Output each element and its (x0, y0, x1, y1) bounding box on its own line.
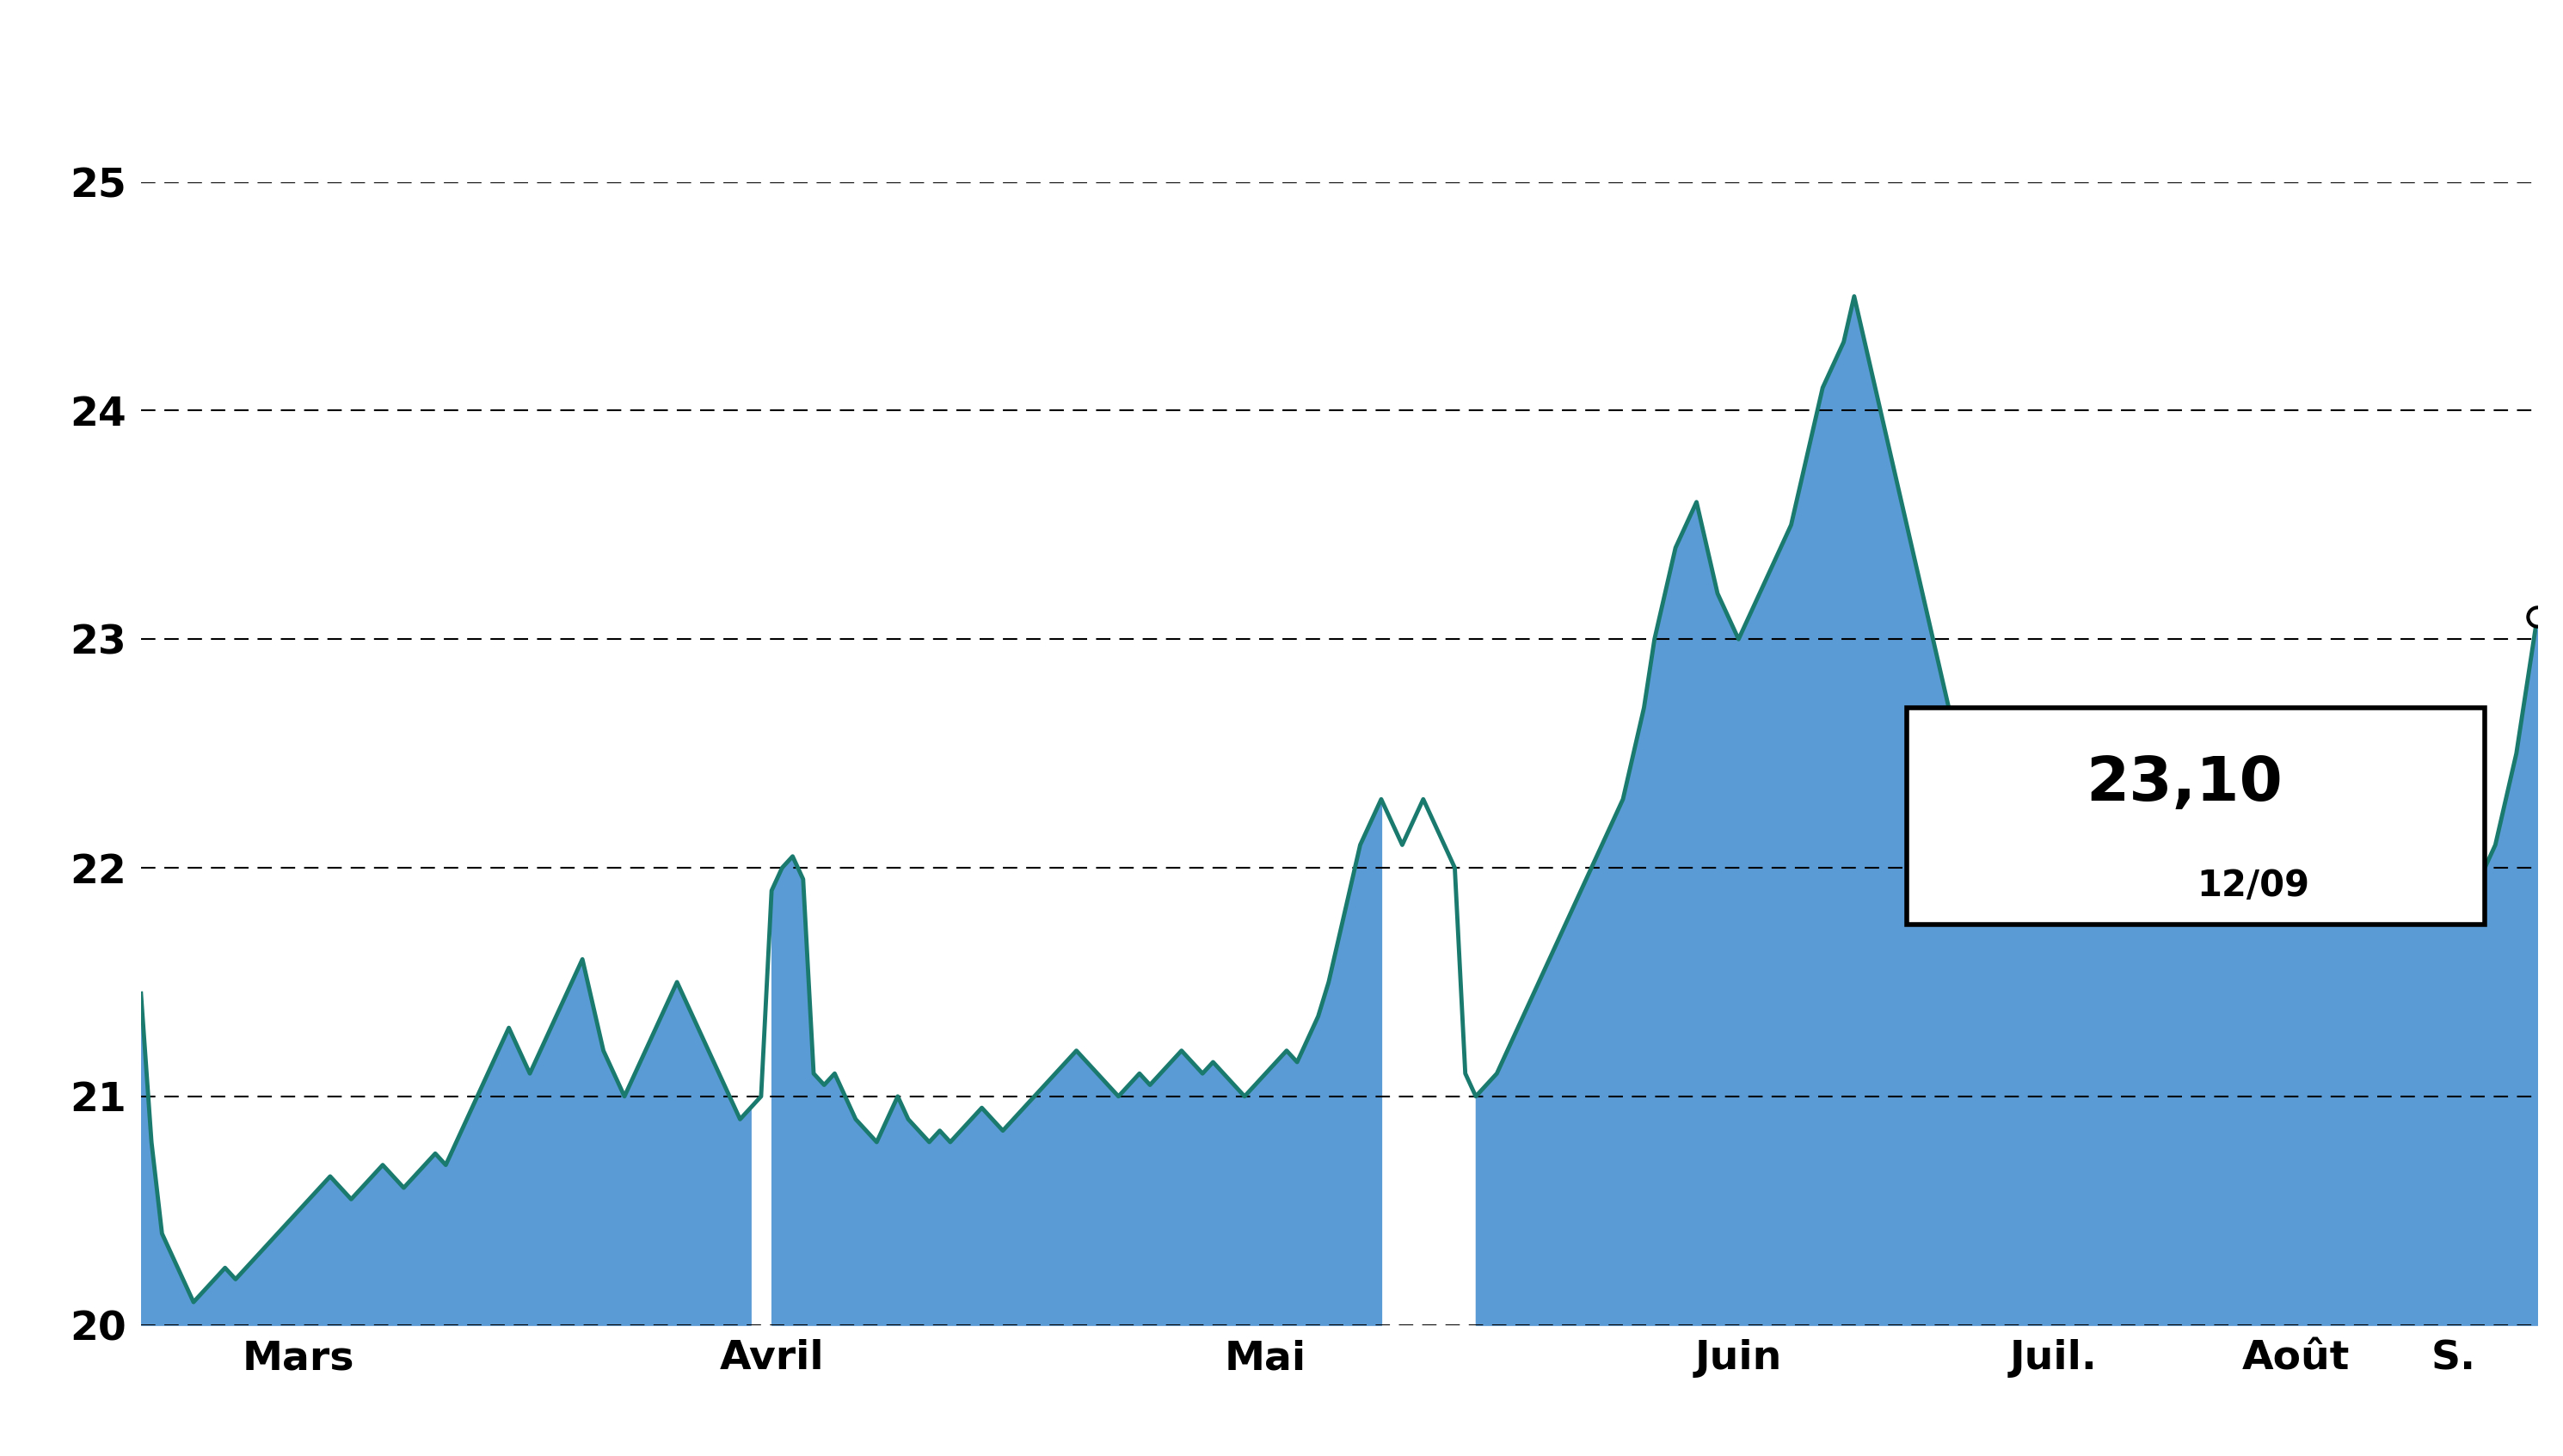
Text: 12/09: 12/09 (2196, 868, 2309, 904)
Text: TIKEHAU CAPITAL: TIKEHAU CAPITAL (810, 33, 1753, 125)
Text: 23,10: 23,10 (2086, 754, 2284, 814)
FancyBboxPatch shape (1907, 708, 2484, 925)
